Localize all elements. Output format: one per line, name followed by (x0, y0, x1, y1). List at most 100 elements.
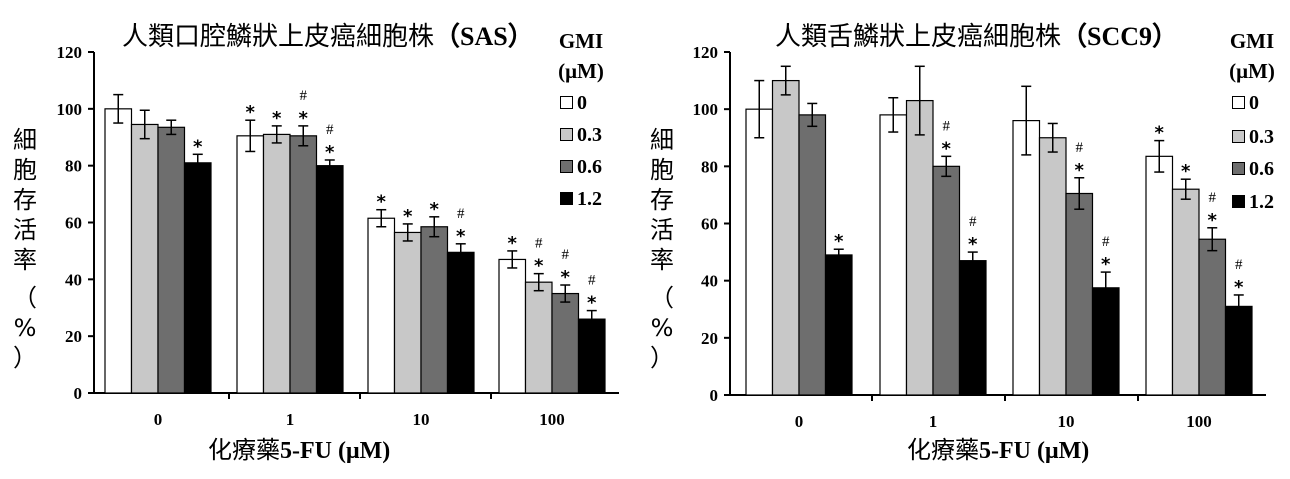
x-tick-label: 1 (286, 410, 295, 429)
legend-label: 1.2 (1249, 191, 1274, 213)
significance-star: * (430, 199, 440, 220)
y-axis-label-char: 率 (13, 246, 37, 274)
significance-star: * (834, 231, 844, 252)
significance-hash: # (943, 118, 951, 134)
x-axis-label-cn: 化療藥 (208, 436, 280, 464)
legend-item: 0.3 (1232, 126, 1274, 149)
y-tick-label: 120 (57, 43, 83, 62)
significance-star: * (272, 108, 282, 129)
legend-swatch (560, 127, 573, 141)
y-axis-label-char: 存 (650, 186, 674, 214)
y-tick-label: 0 (74, 384, 83, 403)
legend-title-unit: (μM) (1229, 59, 1275, 83)
legend-swatch (560, 191, 573, 205)
x-tick-label: 10 (1058, 412, 1075, 431)
y-tick-label: 60 (701, 215, 718, 234)
x-tick-label: 1 (929, 412, 938, 431)
y-axis-label-char: 存 (13, 186, 37, 214)
bar (524, 281, 553, 394)
significance-hash: # (1235, 257, 1243, 273)
significance-hash: # (562, 247, 570, 263)
significance-star: * (246, 102, 256, 123)
bar (1012, 119, 1041, 396)
bar (183, 162, 212, 394)
significance-star: * (456, 226, 466, 247)
significance-star: * (942, 138, 952, 159)
bar (1198, 238, 1227, 396)
legend-item: 0 (560, 92, 587, 115)
x-tick-label: 100 (539, 410, 565, 429)
significance-star: * (325, 142, 335, 163)
y-axis-label-char: 胞 (650, 156, 674, 184)
significance-star: * (968, 234, 978, 255)
significance-star: * (1075, 160, 1085, 181)
chart-title-text: 人類口腔鱗狀上皮癌細胞株 (122, 22, 435, 52)
bar (130, 123, 159, 394)
bar (958, 260, 987, 396)
legend-swatch (1232, 194, 1245, 208)
bar (498, 258, 527, 394)
legend-item: 0.6 (1232, 158, 1274, 181)
legend-title: GMI (μM) (546, 26, 616, 86)
y-tick-label: 100 (693, 100, 719, 119)
significance-hash: # (457, 206, 465, 222)
bar (1145, 155, 1174, 396)
y-axis-label-char: （ (13, 284, 37, 312)
x-tick-label: 0 (154, 410, 163, 429)
bar (932, 165, 961, 396)
bar (1065, 192, 1094, 396)
significance-star: * (377, 192, 387, 213)
y-axis-label-char: 活 (650, 216, 674, 244)
legend-label: 1.2 (577, 188, 602, 210)
bar (771, 79, 800, 396)
legend-label: 0.3 (577, 124, 602, 146)
legend-title-line: GMI (1229, 29, 1275, 53)
significance-hash: # (535, 236, 543, 252)
y-axis-label-char: 胞 (13, 156, 37, 184)
x-axis-label-cn: 化療藥 (907, 436, 979, 464)
x-axis-label: 化療藥5-FU (μM) (208, 430, 390, 465)
legend-label: 0.6 (1249, 158, 1274, 180)
y-tick-label: 20 (65, 327, 82, 346)
x-axis-label-en: 5-FU (μM) (979, 438, 1090, 464)
bar (393, 231, 422, 394)
significance-star: * (1155, 123, 1165, 144)
chart-title-cell: （SCC9） (1061, 22, 1179, 51)
y-axis-label-char: ） (13, 344, 37, 372)
y-tick-label: 100 (57, 100, 83, 119)
bar (798, 114, 827, 396)
y-tick-label: 40 (701, 272, 718, 291)
significance-hash: # (588, 273, 596, 289)
legend-label: 0 (577, 92, 587, 114)
bar (446, 251, 475, 394)
y-axis-label-char: ） (650, 344, 674, 372)
legend-title-line: GMI (558, 29, 604, 53)
legend-label: 0.3 (1249, 126, 1274, 148)
significance-hash: # (300, 88, 308, 104)
y-axis-label-char: % (13, 314, 37, 342)
bar (104, 108, 133, 394)
legend-swatch (1232, 161, 1245, 175)
bar (551, 292, 580, 394)
significance-hash: # (326, 122, 334, 138)
chart-panel-sas: 人類口腔鱗狀上皮癌細胞株（SAS） 細胞存活率（%） 化療藥5-FU (μM) … (13, 22, 619, 465)
significance-star: * (534, 256, 544, 277)
bar-chart-scc9: 0 20 40 60 80 100 120 0 1 10 100 * * * # * # * # * * # * # * # (693, 43, 1266, 431)
significance-hash: # (1102, 234, 1110, 250)
chart-panel-scc9: 人類舌鱗狀上皮癌細胞株（SCC9） 細胞存活率（%） 化療藥5-FU (μM) … (645, 0, 1290, 479)
y-axis-label: 細胞存活率 （%） (647, 125, 677, 373)
bar (262, 133, 291, 394)
bar (420, 226, 449, 394)
legend-item: 1.2 (560, 188, 602, 211)
significance-star: * (299, 108, 309, 129)
y-tick-label: 80 (65, 157, 82, 176)
bar (157, 126, 186, 394)
bar-chart-sas: 0 20 40 60 80 100 120 0 1 10 100 * * * * * * # * # * * # * * # * # *… (57, 43, 619, 429)
bar (1091, 287, 1120, 396)
y-tick-label: 20 (701, 329, 718, 348)
legend-swatch (560, 95, 573, 109)
bar (1224, 305, 1253, 396)
y-tick-label: 120 (693, 43, 719, 62)
legend-item: 1.2 (1232, 191, 1274, 214)
bar (879, 114, 908, 396)
